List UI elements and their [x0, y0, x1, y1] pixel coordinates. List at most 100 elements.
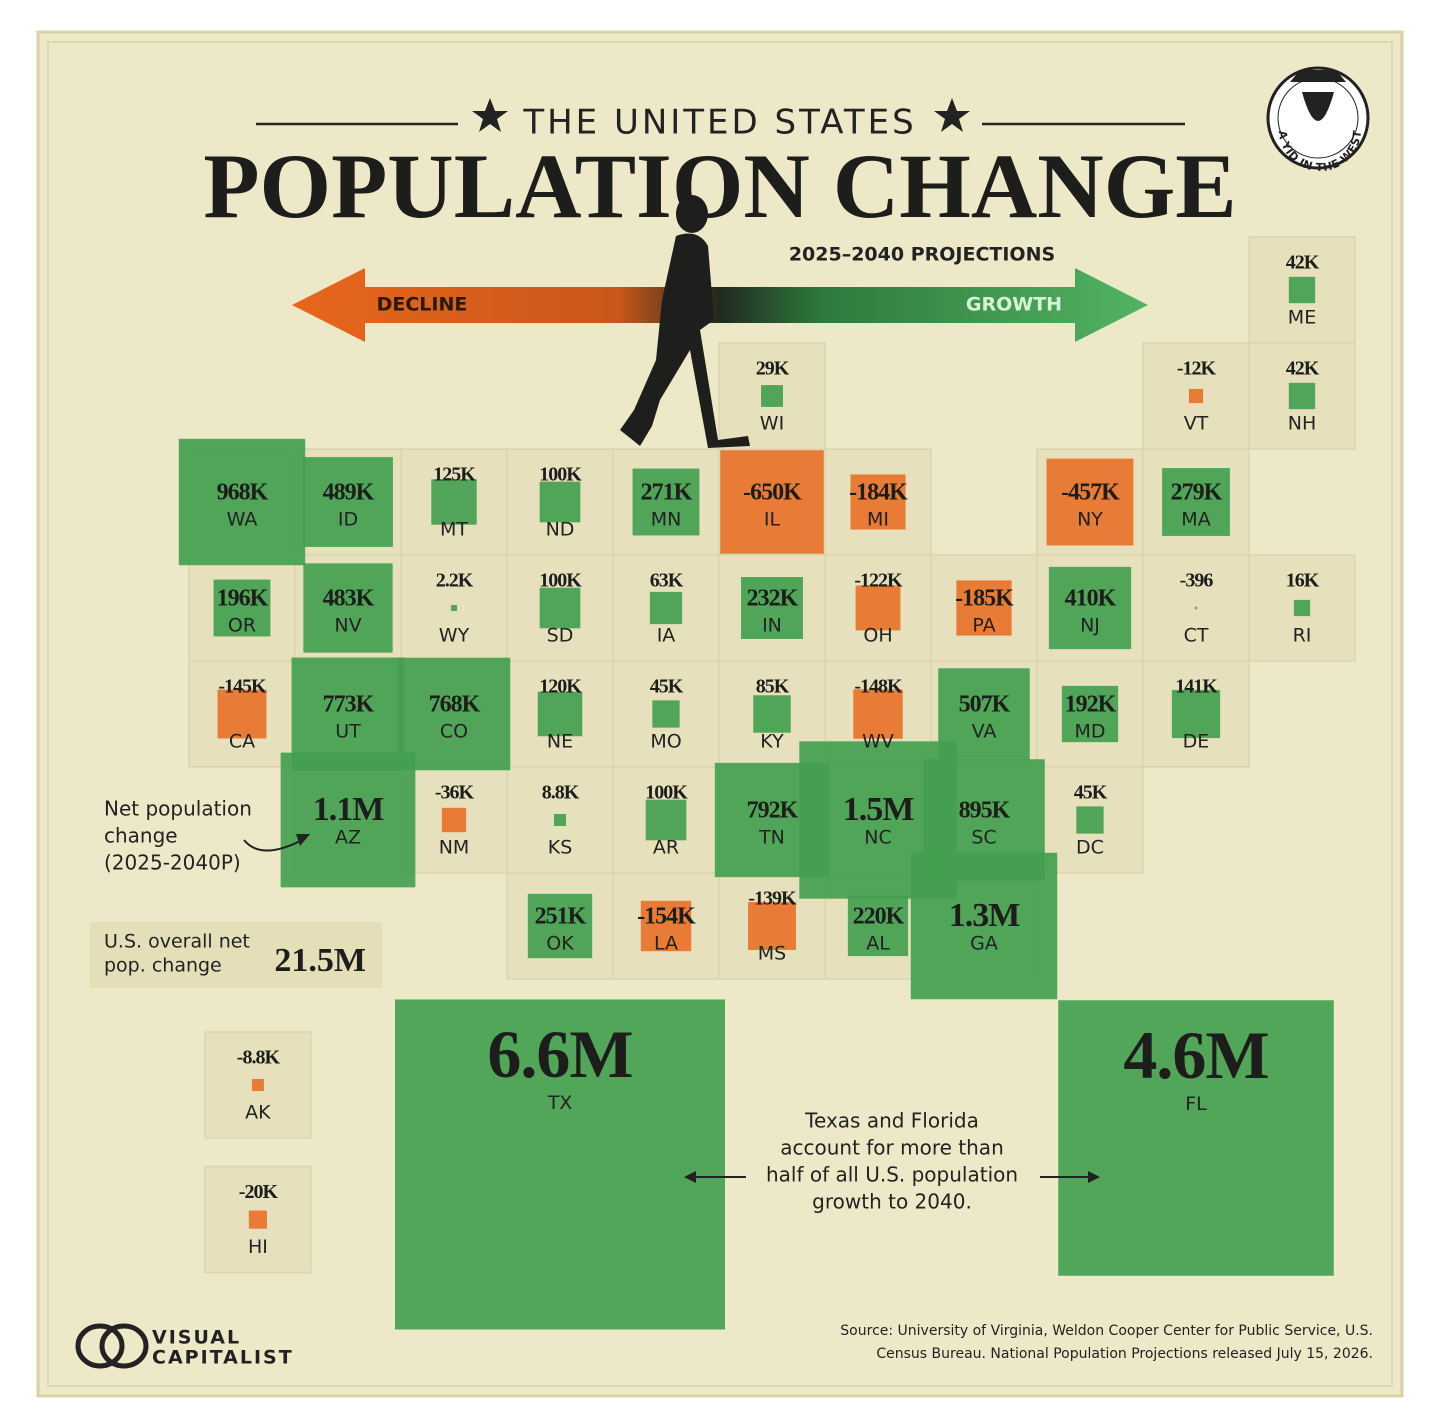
- value-label: -185K: [955, 586, 1014, 612]
- state-square: [1194, 606, 1198, 610]
- state-square: [1288, 382, 1316, 410]
- state-square: [910, 852, 1058, 1000]
- state-label: MA: [1181, 509, 1210, 531]
- state-label: MO: [650, 731, 681, 753]
- state-label: MT: [440, 519, 468, 541]
- state-square: [450, 604, 458, 612]
- value-label: 279K: [1171, 480, 1223, 506]
- brand: CAPITALIST: [152, 1347, 294, 1369]
- value-label: 16K: [1286, 570, 1320, 592]
- state-square: [649, 591, 683, 625]
- state-label: CO: [440, 721, 468, 743]
- state-label: AZ: [335, 827, 361, 849]
- value-label: 220K: [853, 904, 905, 930]
- state-square: [248, 1210, 267, 1229]
- value-label: 196K: [217, 586, 269, 612]
- state-label: AK: [245, 1102, 271, 1124]
- value-label: 773K: [323, 692, 375, 718]
- value-label: -122K: [854, 570, 903, 592]
- brand-logo: [75, 1323, 125, 1369]
- state-label: IN: [762, 615, 782, 637]
- state-square: [853, 689, 903, 739]
- value-label: 141K: [1175, 676, 1218, 698]
- note-arrowhead: [684, 1171, 696, 1183]
- state-label: VA: [972, 721, 997, 743]
- value-label: -139K: [748, 888, 797, 910]
- value-label: 100K: [539, 570, 582, 592]
- state-label: CT: [1184, 625, 1209, 647]
- value-label: 45K: [650, 676, 684, 698]
- state-square: [652, 700, 680, 728]
- state-label: RI: [1293, 625, 1312, 647]
- total-title: U.S. overall net: [104, 931, 250, 953]
- silhouette-body: [620, 233, 750, 448]
- star: [934, 98, 970, 132]
- value-label: -396: [1180, 570, 1214, 592]
- state-square: [213, 579, 271, 637]
- state-label: IA: [657, 625, 676, 647]
- value-label: 29K: [756, 358, 790, 380]
- star: [472, 98, 508, 132]
- value-label: 63K: [650, 570, 684, 592]
- value-label: -154K: [637, 904, 696, 930]
- state-square: [855, 585, 901, 631]
- value-label: 271K: [641, 480, 693, 506]
- squares: [178, 276, 1334, 1330]
- value-label: -148K: [854, 676, 903, 698]
- value-label: -145K: [218, 676, 267, 698]
- value-label: 1.5M: [843, 791, 915, 828]
- state-label: WY: [439, 625, 470, 647]
- value-label: 483K: [323, 586, 375, 612]
- decline-label: DECLINE: [377, 294, 468, 316]
- note: account for more than: [780, 1136, 1004, 1160]
- header: THE UNITED STATES: [522, 103, 916, 143]
- subtitle: 2025–2040 PROJECTIONS: [789, 244, 1055, 266]
- state-label: UT: [335, 721, 361, 743]
- state-square: [761, 385, 783, 407]
- panel-border: [47, 41, 1393, 1387]
- state-label: FL: [1185, 1093, 1207, 1115]
- silhouette: [620, 195, 750, 448]
- value-label: 85K: [756, 676, 790, 698]
- growth-label: GROWTH: [966, 294, 1062, 316]
- state-square: [395, 999, 725, 1330]
- state-label: DC: [1076, 837, 1104, 859]
- state-square: [1171, 689, 1221, 739]
- state-label: HI: [248, 1236, 268, 1258]
- state-square: [1076, 806, 1104, 834]
- value-label: 792K: [747, 798, 799, 824]
- state-label: WA: [227, 509, 258, 531]
- value-label: 1.1M: [313, 791, 385, 828]
- annotation-arrowhead: [296, 834, 310, 846]
- value-label: 1.3M: [949, 897, 1021, 934]
- state-square: [640, 900, 692, 952]
- total-title: pop. change: [104, 955, 222, 977]
- state-square: [280, 752, 416, 888]
- value-label: 410K: [1065, 586, 1117, 612]
- state-square: [1046, 458, 1134, 546]
- value-label: 968K: [217, 480, 269, 506]
- value-label: 232K: [747, 586, 799, 612]
- state-label: MN: [651, 509, 682, 531]
- value-label: -650K: [743, 480, 802, 506]
- state-label: TN: [758, 827, 785, 849]
- note: growth to 2040.: [812, 1190, 972, 1214]
- value-label: 6.6M: [487, 1016, 632, 1092]
- annotation: Net population: [104, 797, 252, 821]
- state-label: NC: [864, 827, 891, 849]
- state-square: [1048, 566, 1132, 650]
- state-square: [178, 438, 306, 566]
- badge-beard: [1302, 92, 1334, 121]
- state-label: OH: [863, 625, 892, 647]
- value-label: 768K: [429, 692, 481, 718]
- state-square: [217, 689, 267, 739]
- note-arrowhead: [1088, 1171, 1100, 1183]
- state-label: ME: [1288, 307, 1316, 329]
- total-box: [90, 922, 382, 988]
- labels: 42K ME 29K WI -12K VT 42K NH 968K WA 489K ID 125K MT 1…: [217, 252, 1321, 1259]
- value-label: 192K: [1065, 692, 1117, 718]
- value-label: 2.2K: [436, 570, 474, 592]
- state-square: [741, 577, 803, 639]
- state-square: [1061, 685, 1119, 743]
